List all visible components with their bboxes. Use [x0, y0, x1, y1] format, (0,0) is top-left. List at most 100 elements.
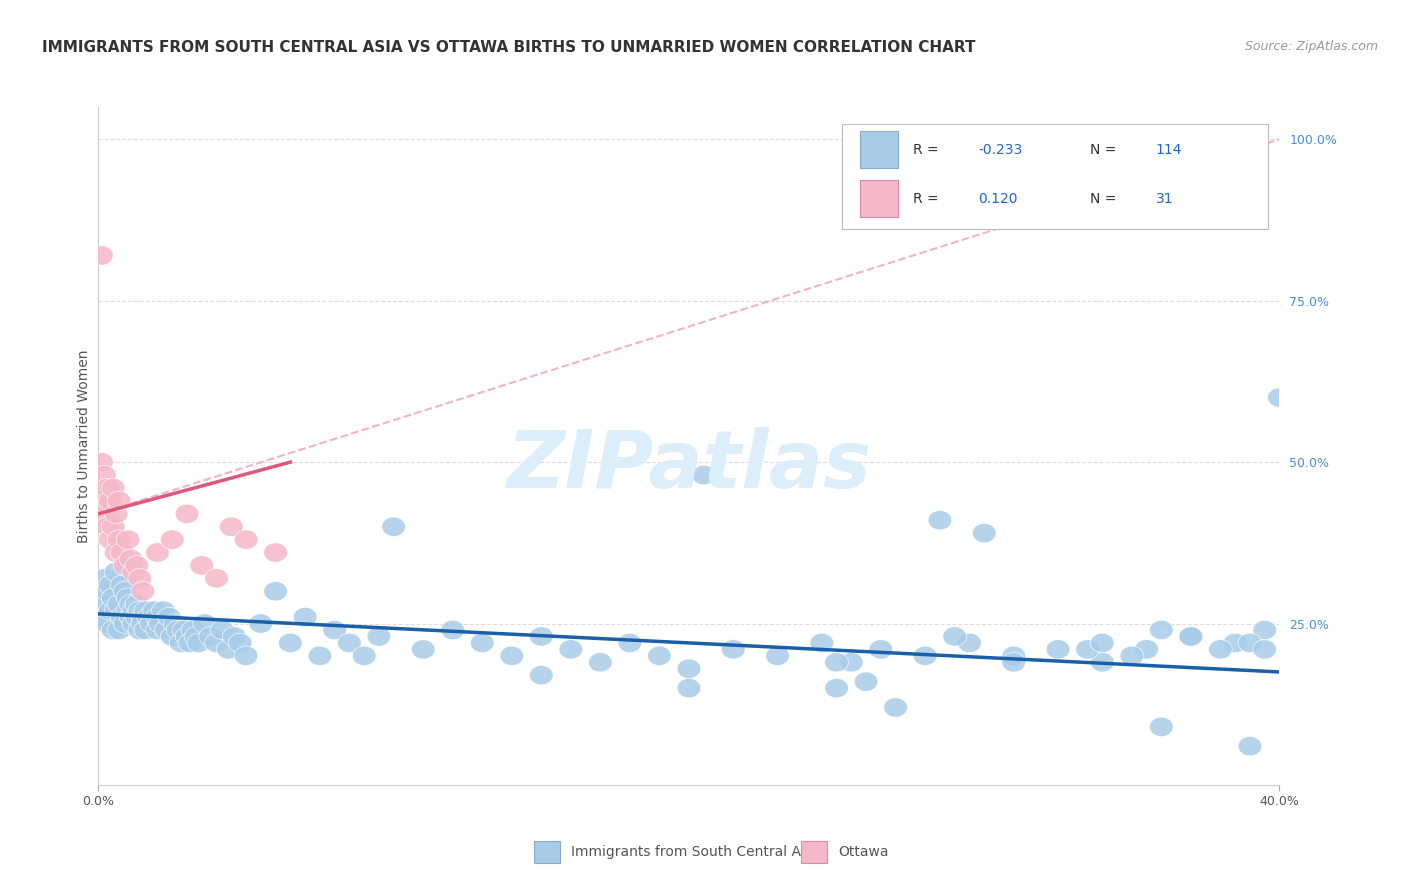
Text: 114: 114: [1156, 143, 1182, 157]
Ellipse shape: [169, 633, 193, 653]
Ellipse shape: [855, 672, 877, 691]
Ellipse shape: [107, 594, 131, 614]
Ellipse shape: [228, 633, 252, 653]
Ellipse shape: [1002, 646, 1025, 665]
Ellipse shape: [1239, 737, 1261, 756]
Ellipse shape: [90, 491, 114, 510]
Ellipse shape: [222, 627, 246, 646]
Ellipse shape: [93, 504, 117, 524]
Ellipse shape: [235, 530, 257, 549]
Ellipse shape: [205, 569, 228, 588]
Text: IMMIGRANTS FROM SOUTH CENTRAL ASIA VS OTTAWA BIRTHS TO UNMARRIED WOMEN CORRELATI: IMMIGRANTS FROM SOUTH CENTRAL ASIA VS OT…: [42, 40, 976, 55]
Ellipse shape: [146, 607, 169, 627]
Ellipse shape: [122, 562, 146, 582]
Ellipse shape: [530, 627, 553, 646]
Ellipse shape: [176, 504, 198, 524]
Ellipse shape: [678, 679, 700, 698]
Ellipse shape: [1091, 633, 1114, 653]
Ellipse shape: [187, 633, 211, 653]
Ellipse shape: [122, 614, 146, 633]
Ellipse shape: [766, 646, 789, 665]
Text: -0.233: -0.233: [979, 143, 1022, 157]
FancyBboxPatch shape: [842, 124, 1268, 229]
Ellipse shape: [107, 491, 131, 510]
Ellipse shape: [412, 640, 434, 659]
Ellipse shape: [211, 620, 235, 640]
Ellipse shape: [176, 627, 198, 646]
Ellipse shape: [134, 620, 157, 640]
Ellipse shape: [219, 517, 243, 536]
Ellipse shape: [157, 607, 181, 627]
Ellipse shape: [810, 633, 834, 653]
Ellipse shape: [120, 594, 143, 614]
Ellipse shape: [160, 530, 184, 549]
Ellipse shape: [96, 582, 120, 601]
Ellipse shape: [323, 620, 346, 640]
Ellipse shape: [264, 582, 287, 601]
Text: 0.120: 0.120: [979, 192, 1018, 205]
Ellipse shape: [181, 620, 205, 640]
Ellipse shape: [101, 517, 125, 536]
Ellipse shape: [973, 524, 995, 543]
Ellipse shape: [1046, 640, 1070, 659]
Ellipse shape: [1076, 640, 1099, 659]
Ellipse shape: [1223, 633, 1247, 653]
Ellipse shape: [914, 646, 936, 665]
Ellipse shape: [1150, 620, 1173, 640]
Ellipse shape: [648, 646, 671, 665]
Ellipse shape: [146, 543, 169, 562]
Ellipse shape: [1253, 640, 1277, 659]
Ellipse shape: [235, 646, 257, 665]
Ellipse shape: [294, 607, 316, 627]
Ellipse shape: [179, 633, 202, 653]
Ellipse shape: [692, 466, 716, 484]
Ellipse shape: [264, 543, 287, 562]
FancyBboxPatch shape: [860, 131, 898, 169]
Ellipse shape: [104, 504, 128, 524]
Ellipse shape: [139, 614, 163, 633]
Ellipse shape: [166, 620, 190, 640]
Ellipse shape: [101, 478, 125, 498]
Ellipse shape: [93, 569, 117, 588]
Text: N =: N =: [1091, 192, 1121, 205]
Ellipse shape: [308, 646, 332, 665]
Ellipse shape: [98, 491, 122, 510]
Text: Source: ZipAtlas.com: Source: ZipAtlas.com: [1244, 40, 1378, 54]
Ellipse shape: [928, 510, 952, 530]
Ellipse shape: [104, 543, 128, 562]
Ellipse shape: [367, 627, 391, 646]
Ellipse shape: [173, 620, 195, 640]
Ellipse shape: [96, 517, 120, 536]
Text: R =: R =: [914, 143, 943, 157]
Ellipse shape: [957, 633, 981, 653]
Ellipse shape: [1180, 627, 1202, 646]
Ellipse shape: [110, 607, 134, 627]
Ellipse shape: [143, 601, 166, 620]
Ellipse shape: [155, 620, 179, 640]
Ellipse shape: [249, 614, 273, 633]
Ellipse shape: [131, 614, 155, 633]
Ellipse shape: [869, 640, 893, 659]
Ellipse shape: [104, 562, 128, 582]
Ellipse shape: [125, 607, 149, 627]
Ellipse shape: [560, 640, 582, 659]
Ellipse shape: [1150, 717, 1173, 737]
Ellipse shape: [1180, 627, 1202, 646]
Ellipse shape: [160, 627, 184, 646]
Text: ZIPatlas: ZIPatlas: [506, 427, 872, 506]
Ellipse shape: [128, 569, 152, 588]
Ellipse shape: [110, 543, 134, 562]
Ellipse shape: [619, 633, 641, 653]
Ellipse shape: [1268, 388, 1291, 408]
Ellipse shape: [198, 627, 222, 646]
Ellipse shape: [96, 478, 120, 498]
Ellipse shape: [128, 601, 152, 620]
Ellipse shape: [136, 607, 160, 627]
Ellipse shape: [117, 601, 139, 620]
Text: R =: R =: [914, 192, 943, 205]
Ellipse shape: [163, 614, 187, 633]
Ellipse shape: [96, 614, 120, 633]
Ellipse shape: [98, 601, 122, 620]
Ellipse shape: [93, 466, 117, 484]
Ellipse shape: [825, 653, 848, 672]
